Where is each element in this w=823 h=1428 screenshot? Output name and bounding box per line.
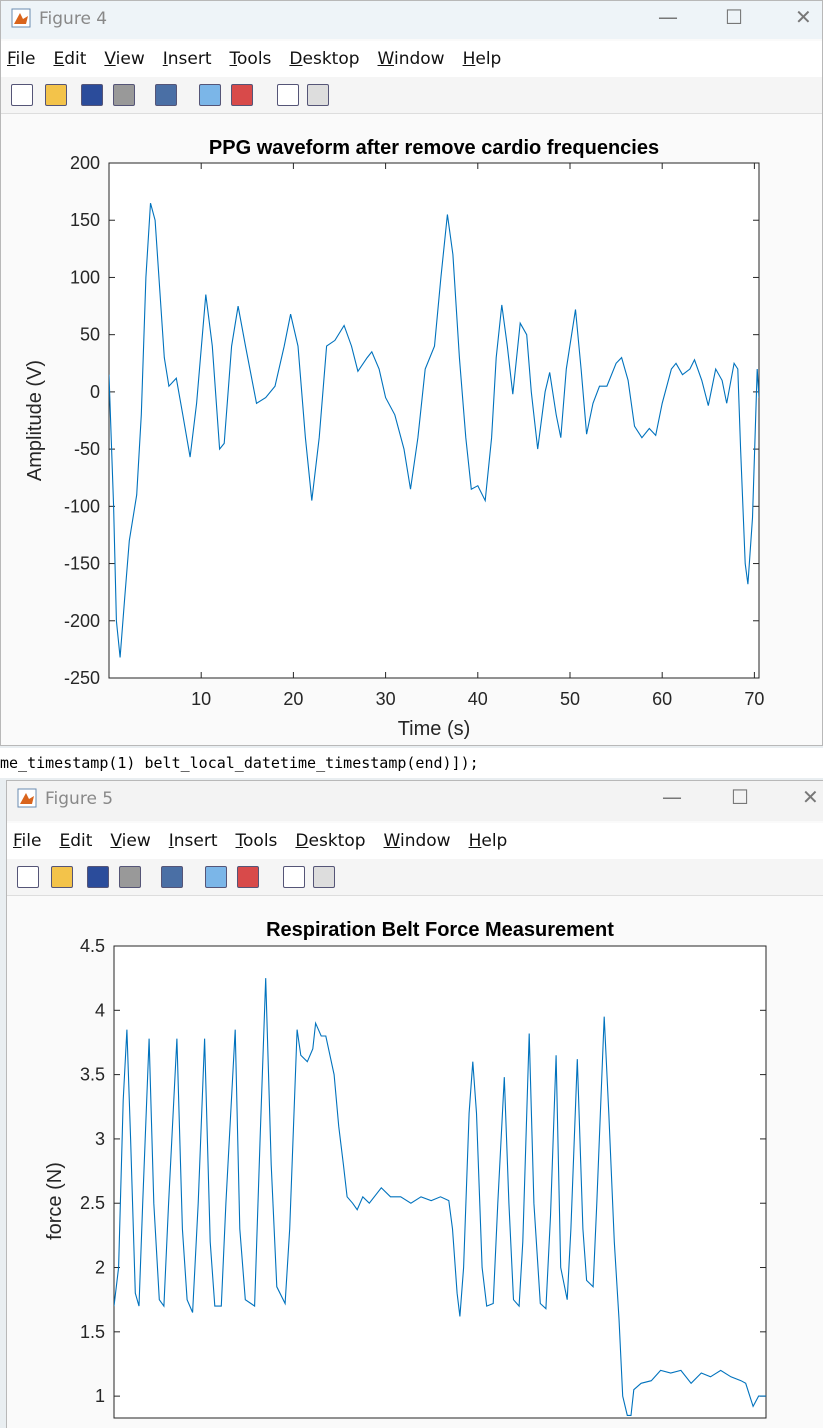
tool-button[interactable] xyxy=(11,84,33,106)
tool-button[interactable] xyxy=(161,866,183,888)
tool-button[interactable] xyxy=(283,866,305,888)
figure-window: Figure 4 — ☐ ✕ File Edit View Insert Tools De… xyxy=(0,0,823,746)
tool-button[interactable] xyxy=(113,84,135,106)
tool-button[interactable] xyxy=(51,866,73,888)
x-tick-label: 60 xyxy=(652,689,672,709)
y-tick-label: -100 xyxy=(64,496,100,516)
data-line xyxy=(109,202,759,658)
tool-button[interactable] xyxy=(199,84,221,106)
x-tick-label: 20 xyxy=(283,689,303,709)
menu-item[interactable]: Desktop xyxy=(289,49,360,69)
menu-item[interactable]: Tools xyxy=(229,49,272,69)
y-tick-label: 100 xyxy=(70,267,100,287)
y-axis-label: force (N) xyxy=(44,1162,66,1240)
tool-button[interactable] xyxy=(155,84,177,106)
y-tick-label: 1.5 xyxy=(80,1322,105,1342)
y-tick-label: -150 xyxy=(64,554,100,574)
tool-button[interactable] xyxy=(119,866,141,888)
y-tick-label: 1 xyxy=(95,1386,105,1406)
menu-item[interactable]: View xyxy=(104,49,145,69)
tool-button[interactable] xyxy=(237,866,259,888)
menu-item[interactable]: File xyxy=(7,49,36,69)
menu-item[interactable]: Window xyxy=(377,49,445,69)
menu-item[interactable]: Window xyxy=(383,831,451,851)
minimize[interactable]: — xyxy=(658,5,678,29)
chart-title: Respiration Belt Force Measurement xyxy=(266,919,614,941)
y-tick-label: 2 xyxy=(95,1258,105,1278)
close[interactable]: ✕ xyxy=(802,785,819,809)
y-tick-label: 50 xyxy=(80,325,100,345)
tool-button[interactable] xyxy=(45,84,67,106)
close[interactable]: ✕ xyxy=(795,5,812,29)
tool-button[interactable] xyxy=(17,866,39,888)
x-axis-label: Time (s) xyxy=(398,718,471,740)
plot-area xyxy=(109,163,759,678)
x-tick-label: 10 xyxy=(191,689,211,709)
menu-item[interactable]: View xyxy=(110,831,151,851)
menu-bar: File Edit View Insert Tools Desktop Window Help xyxy=(7,823,823,859)
y-tick-label: 3.5 xyxy=(80,1065,105,1085)
window-title: Figure 5 xyxy=(45,789,114,809)
y-tick-label: 200 xyxy=(70,153,100,173)
tool-button[interactable] xyxy=(313,866,335,888)
chart-title: PPG waveform after remove cardio frequen… xyxy=(209,137,659,159)
y-axis-label: Amplitude (V) xyxy=(24,360,46,481)
y-tick-label: 3 xyxy=(95,1129,105,1149)
x-tick-label: 50 xyxy=(560,689,580,709)
menu-item[interactable]: Tools xyxy=(235,831,278,851)
axes-box xyxy=(108,162,760,679)
x-tick-label: 70 xyxy=(744,689,764,709)
menu-item[interactable]: Edit xyxy=(53,49,87,69)
y-tick-label: -200 xyxy=(64,611,100,631)
toolbar xyxy=(1,77,822,114)
y-tick-label: -50 xyxy=(74,439,100,459)
tool-button[interactable] xyxy=(277,84,299,106)
y-tick-label: 150 xyxy=(70,210,100,230)
toolbar xyxy=(7,859,823,896)
menu-item[interactable]: Insert xyxy=(162,49,212,69)
menu-item[interactable]: Help xyxy=(468,831,508,851)
menu-item[interactable]: File xyxy=(13,831,42,851)
tool-button[interactable] xyxy=(87,866,109,888)
plot-area xyxy=(114,946,766,1418)
window-title: Figure 4 xyxy=(39,9,108,29)
y-tick-label: -250 xyxy=(64,668,100,688)
data-line xyxy=(114,978,766,1416)
y-tick-label: 0 xyxy=(90,382,100,402)
tool-button[interactable] xyxy=(81,84,103,106)
maximize[interactable]: ☐ xyxy=(725,5,743,29)
title-bar: Figure 4 — ☐ ✕ xyxy=(1,1,822,39)
minimize[interactable]: — xyxy=(662,785,682,809)
menu-bar: File Edit View Insert Tools Desktop Window Help xyxy=(1,41,822,77)
app-icon xyxy=(17,788,37,808)
tool-button[interactable] xyxy=(205,866,227,888)
x-tick-label: 40 xyxy=(468,689,488,709)
maximize[interactable]: ☐ xyxy=(731,785,749,809)
chart: -250 -200 -150 -100 -50 0 50 100 150 200 10 20 30 40 5… xyxy=(24,137,764,740)
app-icon xyxy=(11,8,31,28)
menu-item[interactable]: Insert xyxy=(168,831,218,851)
x-tick-label: 30 xyxy=(376,689,396,709)
y-tick-label: 4.5 xyxy=(80,936,105,956)
tool-button[interactable] xyxy=(231,84,253,106)
menu-item[interactable]: Edit xyxy=(59,831,93,851)
axes-box xyxy=(113,945,767,1419)
y-tick-label: 4 xyxy=(95,1000,105,1020)
tool-button[interactable] xyxy=(307,84,329,106)
title-bar: Figure 5 — ☐ ✕ xyxy=(7,781,823,821)
chart: 1 1.5 2 2.5 3 3.5 4 4.5 Respiration Belt Force M… xyxy=(44,919,767,1419)
menu-item[interactable]: Help xyxy=(462,49,502,69)
command-line: me_timestamp(1) belt_local_datetime_time… xyxy=(0,748,823,778)
figure-window: Figure 5 — ☐ ✕ File Edit View Insert Tools De… xyxy=(6,780,823,1428)
y-tick-label: 2.5 xyxy=(80,1193,105,1213)
menu-item[interactable]: Desktop xyxy=(295,831,366,851)
